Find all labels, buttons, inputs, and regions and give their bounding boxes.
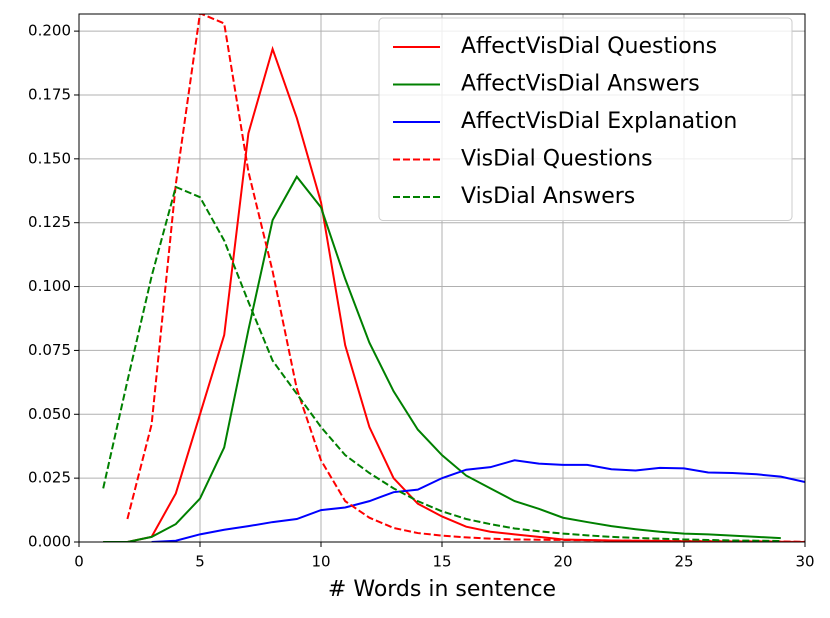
- x-tick-label: 15: [432, 553, 451, 571]
- series-line: [151, 459, 805, 542]
- legend-label: AffectVisDial Explanation: [461, 109, 737, 134]
- legend-box: [378, 17, 793, 221]
- x-tick-label: 25: [674, 553, 693, 571]
- x-axis-label: # Words in sentence: [328, 577, 556, 602]
- y-tick-label: 0.050: [28, 405, 71, 423]
- series-line: [103, 174, 781, 542]
- y-tick-label: 0.100: [28, 277, 71, 295]
- y-tick-label: 0.025: [28, 469, 71, 487]
- legend-label: VisDial Answers: [461, 184, 635, 209]
- legend-label: AffectVisDial Questions: [461, 34, 717, 59]
- y-tick-label: 0.175: [28, 85, 71, 103]
- x-tick-label: 30: [795, 553, 814, 571]
- y-tick-label: 0.150: [28, 149, 71, 167]
- x-tick-label: 0: [74, 553, 84, 571]
- x-tick-label: 5: [195, 553, 205, 571]
- y-tick-label: 0.075: [28, 341, 71, 359]
- y-tick-label: 0.125: [28, 213, 71, 231]
- legend-label: AffectVisDial Answers: [461, 72, 700, 97]
- y-tick-label: 0.000: [28, 533, 71, 551]
- y-tick-label: 0.200: [28, 22, 71, 40]
- x-tick-label: 20: [553, 553, 572, 571]
- series-line: [102, 185, 781, 542]
- legend-label: VisDial Questions: [461, 147, 653, 172]
- x-tick-label: 10: [311, 553, 330, 571]
- series-line: [126, 14, 805, 542]
